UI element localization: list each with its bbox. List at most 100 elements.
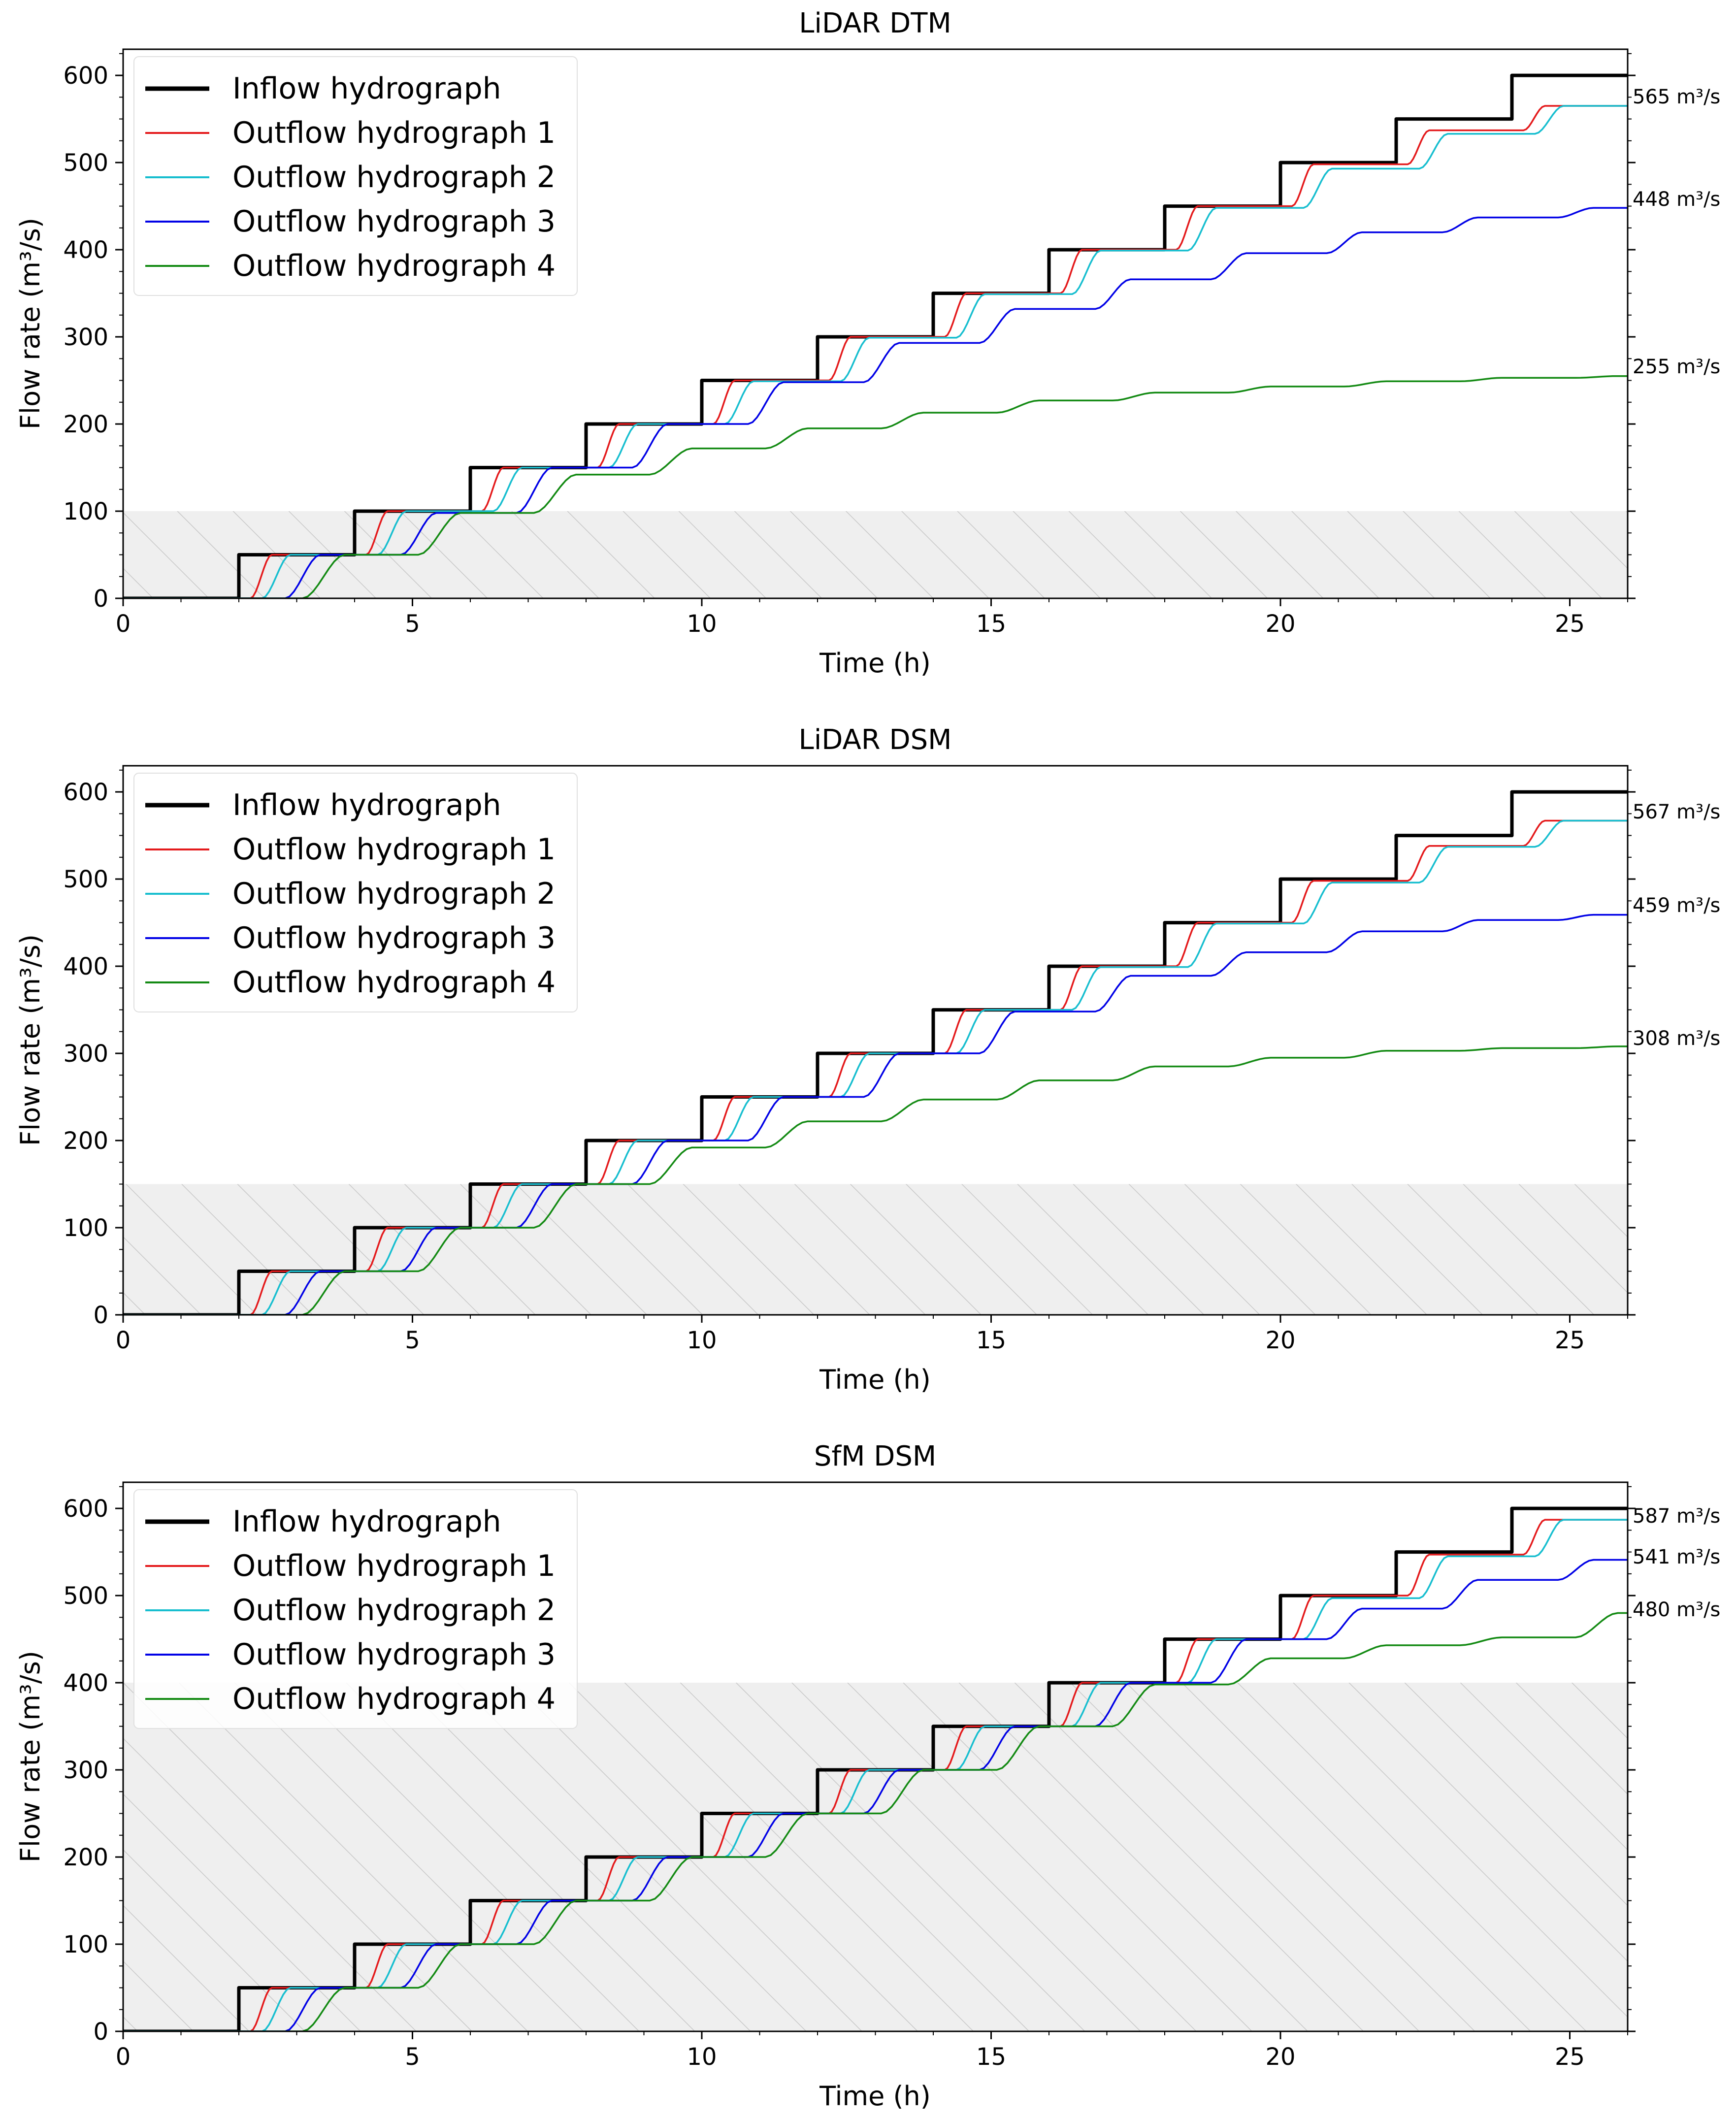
annotation-3: 480 m³/s: [1633, 1598, 1720, 1621]
y-tick-label: 600: [63, 779, 108, 806]
y-tick-label: 100: [63, 498, 108, 525]
x-ticks: 0 5 10 15 20 25: [116, 598, 1628, 638]
legend-label-outflow-1: Outflow hydrograph 1: [232, 832, 556, 867]
x-tick-label: 10: [687, 610, 717, 638]
y-axis-label: Flow rate (m³/s): [15, 1651, 46, 1862]
shaded-region: [123, 1683, 1628, 2031]
series-lines: [123, 73, 1628, 598]
legend-box: [133, 1489, 578, 1729]
panel-lidar-dtm: LiDAR DTM 0 5 10 15 20 25 0 100 200 300 400 500 600…: [15, 7, 1720, 679]
x-tick-label: 0: [116, 610, 131, 638]
legend: Inflow hydrograph Outflow hydrograph 1 O…: [133, 56, 578, 296]
legend-box: [133, 773, 578, 1012]
x-tick-label: 10: [687, 2043, 717, 2071]
series-line-outflow-4: [123, 375, 1628, 598]
legend-label-outflow-2: Outflow hydrograph 2: [232, 1593, 556, 1628]
y-tick-label: 400: [63, 953, 108, 980]
y-tick-label: 400: [63, 1669, 108, 1697]
series-line-outflow-4: [123, 1045, 1628, 1315]
y-axis-label: Flow rate (m³/s): [15, 934, 46, 1146]
x-tick-label: 20: [1265, 610, 1295, 638]
series-line-outflow-2: [123, 105, 1628, 598]
y-tick-label: 600: [63, 1495, 108, 1523]
legend-label-inflow: Inflow hydrograph: [232, 71, 501, 106]
x-tick-label: 20: [1265, 2043, 1295, 2071]
y-ticks: 0 100 200 300 400 500 600: [63, 769, 1636, 1329]
legend: Inflow hydrograph Outflow hydrograph 1 O…: [133, 773, 578, 1012]
series-line-outflow-4: [123, 1612, 1628, 2031]
x-tick-label: 20: [1265, 1327, 1295, 1354]
x-tick-label: 5: [405, 2043, 420, 2071]
legend-label-outflow-3: Outflow hydrograph 3: [232, 204, 556, 239]
x-tick-label: 15: [976, 2043, 1006, 2071]
end-annotations: 565 m³/s 448 m³/s 255 m³/s: [1633, 86, 1720, 378]
series-line-outflow-3: [123, 207, 1628, 598]
y-tick-label: 500: [63, 866, 108, 893]
legend-label-outflow-2: Outflow hydrograph 2: [232, 160, 556, 195]
panel-title: LiDAR DSM: [799, 724, 952, 756]
y-tick-label: 0: [93, 585, 108, 613]
legend-label-outflow-2: Outflow hydrograph 2: [232, 877, 556, 911]
x-tick-label: 15: [976, 610, 1006, 638]
legend-label-outflow-4: Outflow hydrograph 4: [232, 965, 556, 1000]
series-lines: [123, 1506, 1628, 2031]
x-tick-label: 15: [976, 1327, 1006, 1354]
x-ticks: 0 5 10 15 20 25: [116, 2031, 1628, 2071]
legend-label-outflow-1: Outflow hydrograph 1: [232, 116, 556, 150]
end-annotations: 587 m³/s 541 m³/s 480 m³/s: [1633, 1505, 1720, 1621]
annotation-1: 587 m³/s: [1633, 1505, 1720, 1528]
series-lines: [123, 790, 1628, 1315]
legend-label-outflow-1: Outflow hydrograph 1: [232, 1549, 556, 1583]
legend-label-outflow-3: Outflow hydrograph 3: [232, 1637, 556, 1672]
x-tick-label: 25: [1555, 610, 1585, 638]
x-tick-label: 25: [1555, 2043, 1585, 2071]
y-tick-label: 200: [63, 411, 108, 438]
x-tick-label: 25: [1555, 1327, 1585, 1354]
x-tick-label: 5: [405, 610, 420, 638]
x-tick-label: 10: [687, 1327, 717, 1354]
y-tick-label: 200: [63, 1844, 108, 1871]
y-tick-label: 300: [63, 324, 108, 351]
y-tick-label: 0: [93, 1302, 108, 1329]
legend-label-outflow-4: Outflow hydrograph 4: [232, 249, 556, 283]
y-ticks: 0 100 200 300 400 500 600: [63, 1486, 1636, 2046]
panel-title: LiDAR DTM: [799, 7, 951, 39]
x-axis-label: Time (h): [819, 1364, 931, 1395]
x-axis-label: Time (h): [819, 2081, 931, 2112]
y-tick-label: 300: [63, 1757, 108, 1784]
annotation-2: 448 m³/s: [1633, 188, 1720, 211]
y-tick-label: 100: [63, 1931, 108, 1958]
legend-box: [133, 56, 578, 296]
x-tick-label: 0: [116, 2043, 131, 2071]
shaded-region: [123, 1184, 1628, 1315]
annotation-2: 541 m³/s: [1633, 1546, 1720, 1568]
y-tick-label: 400: [63, 236, 108, 264]
annotation-2: 459 m³/s: [1633, 894, 1720, 917]
annotation-3: 308 m³/s: [1633, 1027, 1720, 1050]
legend-label-inflow: Inflow hydrograph: [232, 1504, 501, 1539]
y-tick-label: 100: [63, 1214, 108, 1242]
y-axis-label: Flow rate (m³/s): [15, 218, 46, 429]
y-tick-label: 300: [63, 1040, 108, 1068]
panel-sfm-dsm: SfM DSM 0 5 10 15 20 25 0 100 200 300 400 500 600 T…: [15, 1440, 1720, 2112]
y-tick-label: 0: [93, 2018, 108, 2046]
x-axis-label: Time (h): [819, 648, 931, 679]
x-tick-label: 5: [405, 1327, 420, 1354]
legend: Inflow hydrograph Outflow hydrograph 1 O…: [133, 1489, 578, 1729]
annotation-3: 255 m³/s: [1633, 356, 1720, 378]
annotation-1: 567 m³/s: [1633, 801, 1720, 823]
y-tick-label: 200: [63, 1127, 108, 1155]
panel-title: SfM DSM: [814, 1440, 936, 1472]
x-ticks: 0 5 10 15 20 25: [116, 1315, 1628, 1354]
legend-label-inflow: Inflow hydrograph: [232, 788, 501, 822]
annotation-1: 565 m³/s: [1633, 86, 1720, 108]
series-line-outflow-3: [123, 913, 1628, 1315]
legend-label-outflow-4: Outflow hydrograph 4: [232, 1682, 556, 1716]
series-line-outflow-1: [123, 105, 1628, 598]
y-tick-label: 500: [63, 1582, 108, 1610]
y-tick-label: 600: [63, 62, 108, 90]
y-tick-label: 500: [63, 149, 108, 177]
end-annotations: 567 m³/s 459 m³/s 308 m³/s: [1633, 801, 1720, 1050]
x-tick-label: 0: [116, 1327, 131, 1354]
